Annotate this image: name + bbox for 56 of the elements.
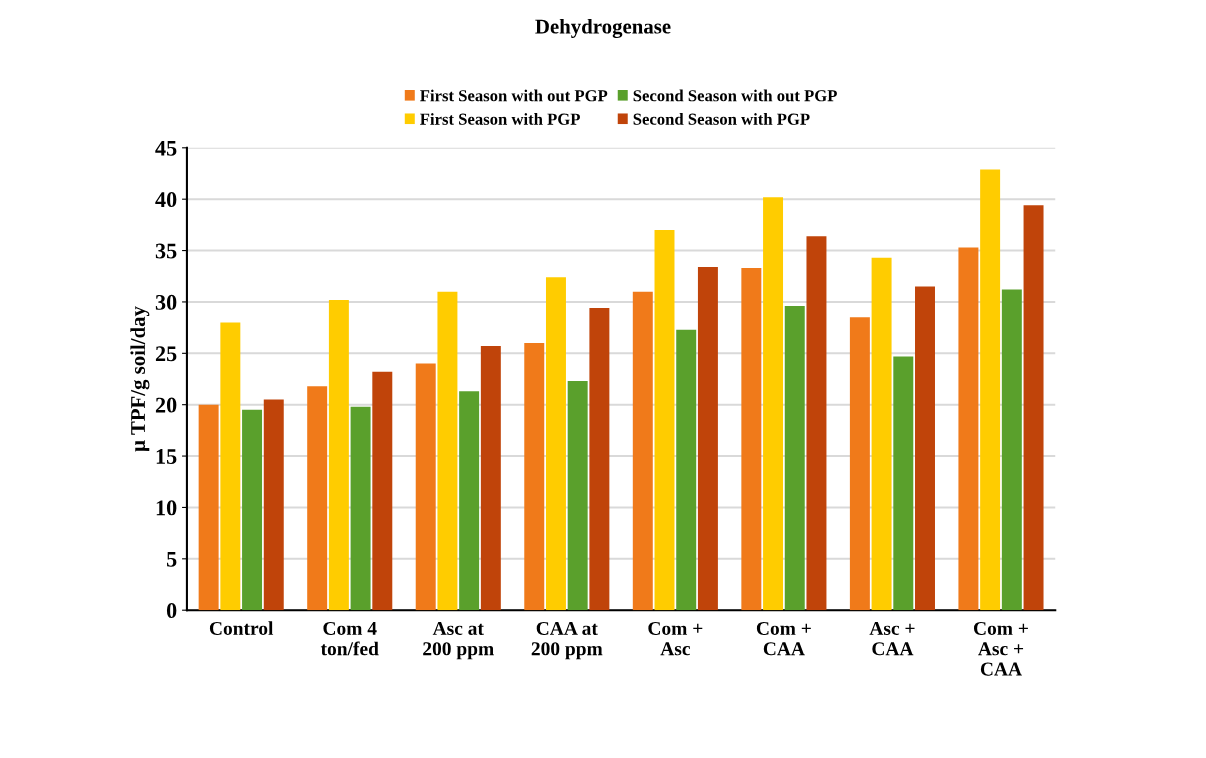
y-tick-label: 40 [155,192,177,208]
legend-label: Second Season with PGP [633,113,810,125]
bar [480,346,501,611]
y-axis-title: µ TPF/g soil/day [130,306,150,452]
x-tick-label: Asc + CAA [869,621,915,656]
x-tick-label: Control [209,621,274,635]
bar [589,308,610,611]
y-tick-label: 0 [166,603,177,619]
y-tick-label: 5 [166,551,177,567]
x-tick-label: Com 4 ton/fed [320,621,379,656]
y-tick-label: 10 [156,500,177,516]
bar [763,197,784,611]
bar [545,277,566,611]
bar [263,399,284,611]
bar [372,371,393,611]
bar [198,404,219,611]
x-tick-label: CAA at 200 ppm [531,621,603,660]
y-tick-label: 30 [155,294,177,310]
chart-title: Dehydrogenase [535,18,671,39]
bar [697,267,718,611]
x-tick-label: Com + Asc [648,621,703,656]
bar [415,363,436,611]
bar [958,247,979,611]
x-tick-label: Asc at 200 ppm [423,621,494,660]
bar [350,406,371,611]
bar [784,306,805,611]
y-tick-label: 35 [155,243,177,259]
bar [437,291,458,611]
bar [676,329,697,611]
bar [893,356,914,611]
bar [220,322,241,611]
bar [849,317,870,611]
bar [1023,205,1044,611]
legend-label: Second Season with out PGP [633,89,837,102]
bar [654,230,675,611]
legend-label: First Season with PGP [420,113,580,125]
legend-label: First Season with out PGP [420,89,608,102]
bar [307,386,328,611]
y-tick-label: 25 [155,346,177,362]
y-tick-label: 45 [155,140,177,156]
bar [459,391,480,611]
x-tick-label: Com + CAA [756,621,811,656]
bar [741,268,762,611]
bar [871,257,892,611]
x-tick-label: Com + Asc + CAA [973,621,1028,676]
y-tick-label: 20 [155,397,177,413]
bar [1001,289,1022,611]
bar [632,291,653,611]
bar [242,409,263,611]
bar [806,236,827,611]
bar [915,286,935,611]
y-tick-label: 15 [156,449,177,464]
bar [980,169,1001,611]
bar [524,343,545,611]
bar [328,299,349,611]
bar [567,381,588,611]
